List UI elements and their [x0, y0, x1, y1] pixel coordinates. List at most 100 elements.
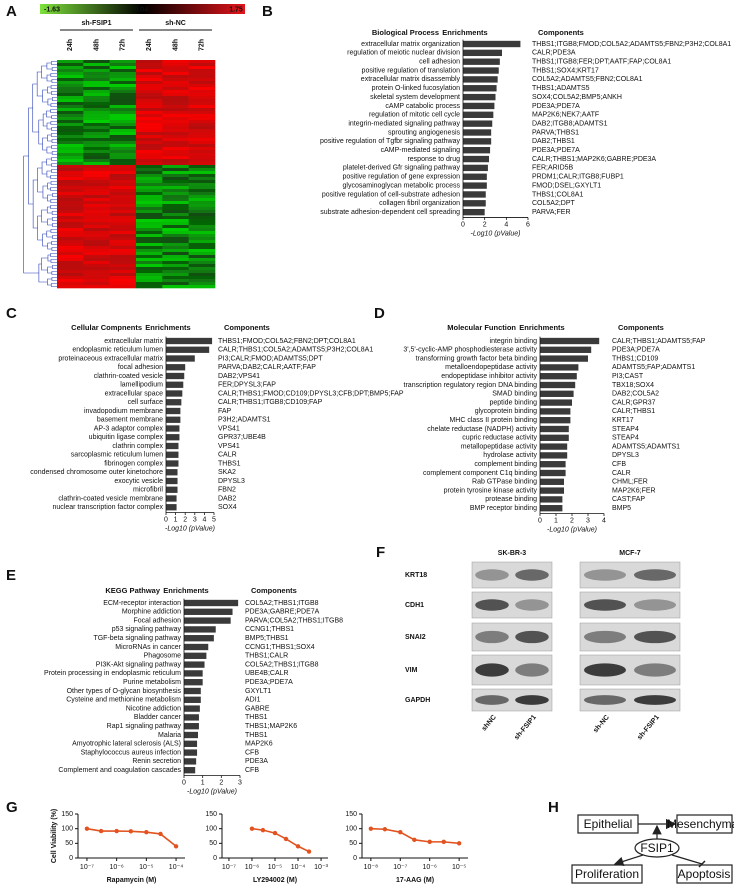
heatmap-cell — [57, 78, 84, 82]
heatmap-cell — [162, 237, 189, 241]
heatmap-cell — [57, 231, 84, 235]
heatmap-cell — [162, 63, 189, 67]
heatmap-cell — [136, 93, 163, 97]
heatmap-cell — [188, 60, 216, 64]
bar — [166, 486, 178, 493]
bar — [166, 416, 181, 423]
bar — [463, 40, 521, 48]
heatmap-cell — [162, 72, 189, 76]
blot-background — [579, 688, 681, 712]
heatmap-cell — [109, 63, 137, 67]
heatmap-cell — [57, 102, 84, 106]
heatmap-cell — [136, 189, 163, 193]
heatmap-cell — [136, 87, 163, 91]
x-tick-label: 4 — [504, 221, 508, 228]
data-point — [84, 826, 90, 831]
heatmap-cell — [136, 225, 163, 229]
heatmap-cell — [136, 246, 163, 250]
components-label: DAB2;VPS41 — [218, 373, 260, 380]
x-tick-label: 0 — [182, 779, 186, 786]
heatmap-cell — [83, 225, 110, 229]
heatmap-cell — [188, 84, 216, 88]
bar — [166, 346, 210, 353]
heatmap-cell — [83, 150, 110, 154]
heatmap-cell — [162, 162, 189, 166]
heatmap-cell — [57, 66, 84, 70]
components-label: CCNG1;THBS1;SOX4 — [245, 644, 315, 651]
fit-line — [251, 827, 310, 853]
components-label: COL5A2;THBS1;ITGB8 — [245, 600, 319, 607]
x-tick-label: 10⁻⁴ — [291, 864, 306, 871]
dendrogram-branch — [50, 133, 57, 137]
heatmap-cell — [83, 240, 110, 244]
bar — [463, 138, 492, 145]
heatmap-cell — [188, 180, 216, 184]
heatmap-cell — [162, 60, 189, 64]
heatmap-cell — [162, 177, 189, 181]
category-label: Protein processing in endoplasmic reticu… — [44, 670, 181, 677]
heatmap-cell — [136, 195, 163, 199]
heatmap-cell — [162, 255, 189, 259]
bar — [540, 487, 564, 494]
node-label: FSIP1 — [640, 841, 674, 855]
category-label: complement component C1q binding — [423, 470, 537, 477]
x-tick-label: 2 — [183, 516, 187, 523]
bar — [463, 147, 491, 154]
bar — [166, 355, 195, 362]
inhibit-line — [671, 854, 703, 865]
heatmap-cell — [188, 78, 216, 82]
category-label: transcription regulatory region DNA bind… — [404, 382, 538, 389]
blot-band — [584, 599, 626, 611]
heatmap-cell — [83, 87, 110, 91]
heatmap-cell — [83, 102, 110, 106]
heatmap-cell — [109, 198, 137, 202]
bar — [184, 608, 233, 615]
panel-label: C — [6, 305, 17, 322]
data-point — [158, 831, 163, 837]
components-label: CALR;THBS1 — [612, 408, 655, 415]
category-label: cAMP-mediated signaling — [381, 147, 460, 154]
dendrogram-branch — [50, 205, 57, 209]
x-axis-title: LY294002 (M) — [253, 877, 297, 884]
category-label: exocytic vesicle — [114, 478, 163, 485]
timepoint-label: 48h — [172, 39, 179, 51]
heatmap-cell — [162, 207, 189, 211]
category-label: SMAD binding — [492, 391, 537, 398]
heatmap-cell — [162, 108, 189, 112]
category-label: Purine metabolism — [123, 679, 181, 686]
category-label: protein tyrosine kinase activity — [444, 487, 538, 494]
heatmap-cell — [162, 249, 189, 253]
components-label: FBN2 — [218, 487, 236, 494]
heatmap-cell — [136, 105, 163, 109]
heatmap-cell — [188, 138, 216, 142]
heatmap-cell — [109, 219, 137, 223]
heatmap-cell — [109, 69, 137, 73]
heatmap-cell — [188, 186, 216, 190]
heatmap-cell — [57, 114, 84, 118]
heatmap-cell — [162, 285, 189, 289]
y-tick-label: 0 — [213, 855, 217, 862]
heatmap-cell — [188, 117, 216, 121]
heatmap-cell — [162, 102, 189, 106]
heatmap-cell — [109, 240, 137, 244]
heatmap-cell — [136, 159, 163, 163]
heatmap-cell — [109, 258, 137, 262]
bar — [540, 364, 579, 371]
heatmap-cell — [57, 261, 84, 265]
heatmap-cell — [136, 141, 163, 145]
heatmap-cell — [162, 165, 189, 169]
data-point — [368, 826, 374, 831]
dendrogram-branch — [51, 247, 57, 251]
dendrogram-branch — [51, 61, 57, 65]
bar — [184, 626, 216, 633]
components-label: COL5A2;DPT — [532, 200, 576, 207]
heatmap-cell — [136, 153, 163, 157]
components-label: ADI1 — [245, 697, 261, 704]
bar — [166, 390, 183, 397]
heatmap-cell — [188, 150, 216, 154]
heatmap-cell — [188, 102, 216, 106]
heatmap-cell — [57, 279, 84, 283]
heatmap-cell — [83, 162, 110, 166]
category-label: hydrolase activity — [483, 452, 537, 459]
heatmap-cell — [83, 243, 110, 247]
